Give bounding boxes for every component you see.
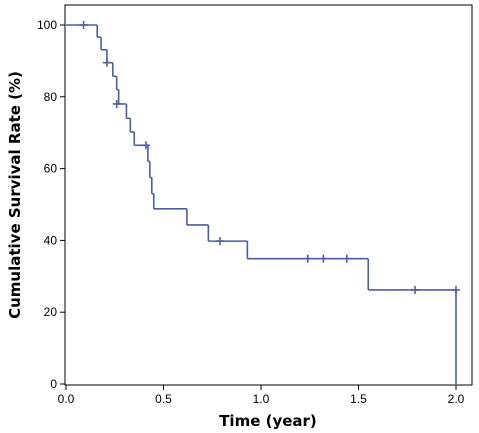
censor-mark [141,141,150,150]
censor-mark [112,99,121,108]
y-tick-label: 100 [37,18,57,32]
censor-mark [342,254,351,263]
survival-series [66,24,457,384]
censor-mark [452,285,460,294]
censor-marks [79,21,460,294]
censor-mark [411,285,420,294]
censor-mark [303,254,312,263]
x-tick-label: 1.0 [253,392,270,406]
y-tick-label: 40 [44,233,58,247]
x-tick-label: 0.5 [155,392,172,406]
y-tick-label: 0 [50,377,57,391]
y-axis-title: Cumulative Survival Rate (%) [6,71,24,319]
x-axis-title: Time (year) [219,412,317,430]
censor-mark [79,21,88,29]
censor-mark [216,237,225,246]
x-axis-ticks: 0.0 0.5 1.0 1.5 2.0 [58,385,465,406]
x-tick-label: 2.0 [448,392,465,406]
y-axis-ticks: 0 20 40 60 80 100 [37,18,65,391]
plot-frame [64,4,473,386]
x-tick-label: 1.5 [350,392,367,406]
x-tick-label: 0.0 [58,392,75,406]
y-tick-label: 80 [44,90,58,104]
y-tick-label: 20 [44,305,58,319]
y-tick-label: 60 [44,162,58,176]
censor-mark [102,58,111,67]
censor-mark [319,254,328,263]
